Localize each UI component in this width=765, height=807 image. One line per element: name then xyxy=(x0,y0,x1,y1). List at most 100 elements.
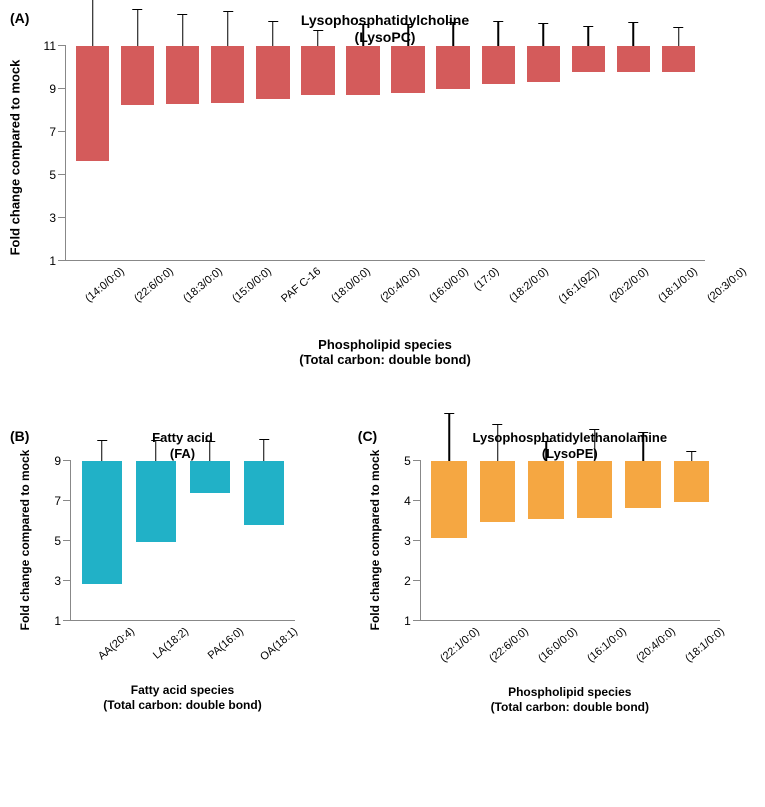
error-bar xyxy=(678,28,680,45)
bar-slot xyxy=(340,46,385,260)
error-bar xyxy=(209,442,211,461)
bar-slot xyxy=(566,46,611,260)
y-tick-label: 3 xyxy=(54,574,71,588)
panel-c-title-line2: (LysoPE) xyxy=(542,446,598,461)
bar xyxy=(391,46,424,93)
bar xyxy=(82,461,122,584)
bar-slot xyxy=(431,46,476,260)
panel-b-plot: 13579 xyxy=(70,461,295,621)
bar-slot xyxy=(667,461,716,620)
bar xyxy=(301,46,334,95)
bar xyxy=(480,461,516,522)
bar-slot xyxy=(295,46,340,260)
panel-b-chartwrap: Fatty acid (FA) Fold change compared to … xyxy=(70,428,295,712)
bar-slot xyxy=(160,46,205,260)
bar-slot xyxy=(237,461,291,620)
y-tick-label: 9 xyxy=(54,454,71,468)
panel-b-xlabels: AA(20:4)LA(18:2)PA(16:0)OA(18:1) xyxy=(70,621,295,681)
panel-c-ylabel: Fold change compared to mock xyxy=(368,435,382,645)
panel-a-xlabels: (14:0/0:0)(22:6/0:0)(18:3/0:0)(15:0/0:0)… xyxy=(65,261,705,333)
error-bar xyxy=(448,414,450,461)
bars-container xyxy=(421,461,720,620)
error-bar xyxy=(101,441,103,461)
y-tick-label: 7 xyxy=(54,494,71,508)
y-tick-label: 5 xyxy=(404,454,421,468)
panel-c: (C) Lysophosphatidylethanolamine (LysoPE… xyxy=(358,428,755,714)
panel-a: (A) Lysophosphatidylcholine (LysoPC) Fol… xyxy=(10,10,755,420)
bar xyxy=(527,46,560,83)
error-bar xyxy=(642,433,644,461)
error-bar xyxy=(497,22,499,46)
error-bar xyxy=(594,430,596,461)
bar-slot xyxy=(250,46,295,260)
error-bar xyxy=(545,442,547,461)
error-bar xyxy=(227,12,229,45)
y-tick-label: 3 xyxy=(49,211,66,225)
bar-slot xyxy=(473,461,522,620)
y-tick-label: 11 xyxy=(44,39,66,53)
error-bar xyxy=(362,25,364,45)
row-bc: (B) Fatty acid (FA) Fold change compared… xyxy=(10,428,755,714)
bar xyxy=(431,461,467,538)
error-bar xyxy=(452,23,454,46)
bar xyxy=(166,46,199,104)
y-tick-label: 9 xyxy=(49,82,66,96)
y-tick-label: 3 xyxy=(404,534,421,548)
y-tick-label: 1 xyxy=(49,254,66,268)
error-bar xyxy=(407,25,409,46)
bar xyxy=(436,46,469,89)
error-bar xyxy=(543,24,545,46)
y-tick-label: 1 xyxy=(54,614,71,628)
bar-slot xyxy=(476,46,521,260)
bar xyxy=(662,46,695,73)
panel-b: (B) Fatty acid (FA) Fold change compared… xyxy=(10,428,328,714)
panel-a-title-line1: Lysophosphatidylcholine xyxy=(301,12,469,28)
error-bar xyxy=(272,22,274,46)
panel-a-title: Lysophosphatidylcholine (LysoPC) xyxy=(65,12,705,46)
y-tick-label: 5 xyxy=(54,534,71,548)
bar xyxy=(674,461,710,502)
error-bar xyxy=(691,452,693,461)
bar-slot xyxy=(522,461,571,620)
y-tick-label: 4 xyxy=(404,494,421,508)
bar xyxy=(617,46,650,73)
bar-slot xyxy=(183,461,237,620)
panel-c-plot: 12345 xyxy=(420,461,720,621)
bar-slot xyxy=(656,46,701,260)
panel-a-chartwrap: Lysophosphatidylcholine (LysoPC) Fold ch… xyxy=(65,10,705,368)
bar-slot xyxy=(611,46,656,260)
error-bar xyxy=(633,23,635,45)
bar xyxy=(190,461,230,493)
error-bar xyxy=(137,10,139,45)
bar xyxy=(346,46,379,95)
bar xyxy=(121,46,154,105)
bar-slot xyxy=(619,461,668,620)
y-tick-label: 1 xyxy=(404,614,421,628)
panel-b-title-line1: Fatty acid xyxy=(152,430,213,445)
bar xyxy=(76,46,109,161)
panel-c-chartwrap: Lysophosphatidylethanolamine (LysoPE) Fo… xyxy=(420,428,720,714)
error-bar xyxy=(317,31,319,46)
bar-slot xyxy=(570,461,619,620)
bar-slot xyxy=(425,461,474,620)
error-bar xyxy=(155,441,157,461)
panel-a-ylabel: Fold change compared to mock xyxy=(8,38,23,278)
error-bar xyxy=(588,27,590,45)
panel-b-ylabel: Fold change compared to mock xyxy=(18,435,32,645)
panel-a-plot: 1357911 xyxy=(65,46,705,261)
bar xyxy=(244,461,284,525)
panel-b-title-line2: (FA) xyxy=(170,446,195,461)
bar xyxy=(211,46,244,103)
bar-slot xyxy=(115,46,160,260)
panel-c-xlabel-line2: (Total carbon: double bond) xyxy=(491,700,649,714)
error-bar xyxy=(182,15,184,46)
bar xyxy=(577,461,613,518)
bar xyxy=(625,461,661,508)
bar xyxy=(256,46,289,100)
bar xyxy=(482,46,515,85)
panel-b-title: Fatty acid (FA) xyxy=(70,430,295,461)
panel-c-xlabels: (22:1/0:0)(22:6/0:0)(16:0/0:0)(16:1/0:0)… xyxy=(420,621,720,683)
error-bar xyxy=(497,425,499,461)
bars-container xyxy=(66,46,705,260)
y-tick-label: 5 xyxy=(49,168,66,182)
